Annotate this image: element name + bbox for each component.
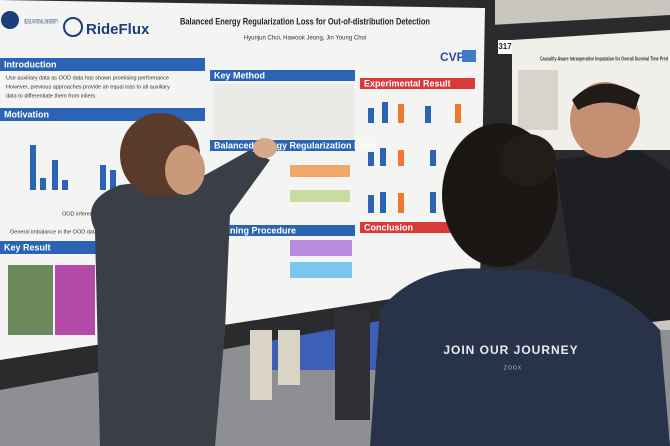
university-logo [1, 11, 19, 29]
section-header [210, 70, 355, 81]
venue-logo [462, 50, 476, 62]
board-number-tag [498, 40, 512, 54]
poster-title: Balanced Energy Regularization Loss for … [180, 17, 430, 28]
shirt-brand: ZOOX [504, 365, 522, 371]
section-heading: Key Method [214, 70, 265, 80]
section-text: OOD inference results [62, 211, 117, 217]
section-header [0, 241, 100, 254]
section-header [210, 140, 355, 151]
section-text: Use auxiliary data as OOD data has shown… [6, 75, 169, 81]
presenter [90, 113, 277, 446]
section-header [0, 58, 205, 71]
section-heading: Introduction [4, 59, 57, 69]
board-number: 317 [498, 42, 512, 51]
section-header [360, 78, 475, 89]
section-text: General imbalance in the OOD data [10, 229, 98, 235]
result-bars [368, 102, 461, 213]
poster-authors: Hyunjun Choi, Hawook Jeong, Jin Young Ch… [244, 36, 366, 42]
section-heading: Training Procedure [214, 225, 296, 235]
legs-background [250, 310, 370, 420]
neighbor-poster-title: Causality-Aware Intraoperative Imputatio… [540, 56, 668, 62]
visitor-front [370, 123, 670, 446]
result-image [55, 265, 95, 335]
procedure-box [290, 262, 352, 278]
motivation-bars [30, 145, 116, 190]
section-heading: Balanced Energy Regularization Loss [214, 140, 375, 150]
formula-box [290, 190, 350, 202]
result-image [8, 265, 53, 335]
affiliation: SEOUL NATIONAL UNIVERSITY [24, 20, 58, 26]
neighbor-figure [518, 70, 558, 130]
sponsor-logo [63, 17, 83, 37]
shirt-slogan: JOIN OUR JOURNEY [443, 343, 578, 357]
section-header [210, 225, 355, 236]
section-heading: Motivation [4, 109, 49, 119]
section-text: However, previous approaches provide an … [6, 84, 170, 90]
section-header [360, 222, 475, 233]
method-formulas [214, 84, 354, 139]
section-heading: Key Result [4, 242, 51, 252]
formula-box [290, 165, 350, 177]
section-heading: Conclusion [364, 222, 413, 232]
sponsor: RideFlux [86, 21, 150, 38]
section-heading: Experimental Result [364, 78, 451, 88]
procedure-box [290, 240, 352, 256]
section-text: data to differentiate them from inliers [6, 93, 95, 99]
